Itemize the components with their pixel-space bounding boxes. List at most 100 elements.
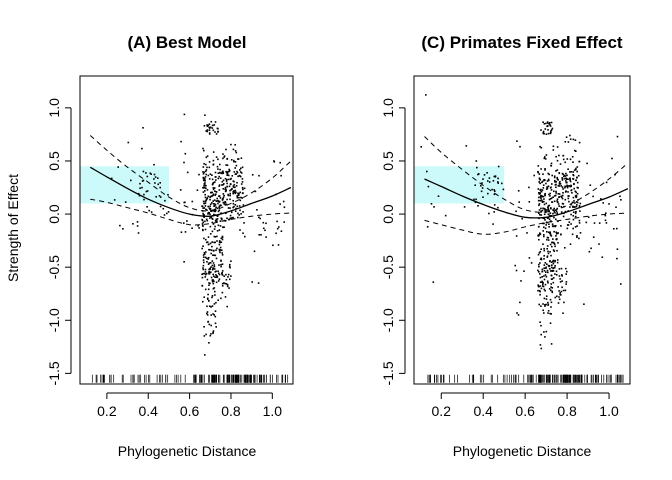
- panel-c-point: [476, 166, 478, 169]
- panel-a-point: [201, 223, 204, 225]
- panel-c-point: [549, 251, 551, 253]
- panel-c-point: [613, 228, 615, 230]
- panel-c-point: [541, 285, 544, 287]
- panel-a-point: [283, 221, 285, 223]
- panel-a-point: [221, 184, 223, 186]
- panel-a-point: [213, 275, 215, 278]
- panel-a-point: [204, 354, 206, 356]
- panel-c-point: [427, 185, 430, 188]
- panel-a-point: [212, 287, 215, 290]
- panel-c-point: [547, 271, 549, 274]
- panel-a-point: [259, 217, 261, 220]
- panel-a-point: [223, 155, 226, 157]
- panel-a-point: [211, 268, 214, 271]
- panel-c-point: [538, 204, 540, 207]
- panel-c-point: [545, 133, 548, 135]
- panel-a-point: [235, 173, 237, 175]
- panel-a-point: [234, 167, 236, 169]
- panel-a-point: [217, 270, 219, 272]
- panel-c-point: [601, 256, 604, 258]
- panel-c-upper-ci-line: [424, 136, 629, 213]
- panel-a-x-tick-label: 0.2: [97, 403, 117, 419]
- panel-c-point: [542, 121, 544, 123]
- panel-c-point: [553, 195, 556, 197]
- panel-c-point: [550, 283, 552, 285]
- panel-c-point: [551, 241, 553, 244]
- panel-c-point: [555, 270, 558, 273]
- panel-c-point: [437, 195, 440, 197]
- panel-c-point: [521, 217, 523, 220]
- panel-a-point: [212, 262, 215, 264]
- panel-a-point: [279, 203, 281, 205]
- panel-c-point: [570, 213, 572, 216]
- panel-c-point: [515, 235, 518, 237]
- panel-c-fit-line: [424, 178, 629, 219]
- panel-c-point: [545, 224, 547, 226]
- panel-a-point: [204, 288, 207, 291]
- panel-a-point: [209, 225, 212, 228]
- panel-a-point: [225, 212, 227, 215]
- panel-c-point: [574, 149, 576, 152]
- panel-c-point: [493, 211, 495, 213]
- panel-c-point: [583, 303, 585, 305]
- panel-c-point: [573, 169, 576, 171]
- panel-a-point: [230, 260, 232, 262]
- panel-a-point: [206, 125, 209, 128]
- panel-a-point: [219, 168, 221, 171]
- panel-a-point: [223, 203, 225, 205]
- panel-a-point: [218, 229, 221, 231]
- panel-c-point: [569, 171, 571, 173]
- panel-a-point: [251, 174, 254, 176]
- panel-a-point: [227, 207, 230, 209]
- panel-a-point: [203, 186, 206, 189]
- panel-c-point: [574, 139, 577, 141]
- panel-c-point: [539, 199, 542, 202]
- panel-c-point: [520, 280, 522, 282]
- panel-c-point: [548, 193, 550, 196]
- panel-a-point: [227, 276, 229, 278]
- panel-c-point: [552, 212, 554, 215]
- panel-a-point: [235, 164, 238, 167]
- panel-c-point: [550, 289, 552, 292]
- panel-a-point: [236, 205, 239, 208]
- panel-a-point: [258, 174, 260, 177]
- panel-c-point: [539, 196, 542, 198]
- panel-c-point: [589, 184, 592, 186]
- panel-c-point: [570, 171, 573, 173]
- panel-a-point: [159, 186, 161, 189]
- panel-a-point: [218, 175, 220, 178]
- panel-c-point: [546, 238, 548, 241]
- panel-a-point: [209, 198, 211, 201]
- panel-a-point: [167, 211, 170, 213]
- panel-c-point: [569, 134, 571, 137]
- panel-c-point: [540, 248, 542, 250]
- panel-a-point: [234, 186, 236, 189]
- panel-a-point: [210, 216, 212, 218]
- panel-c-point: [571, 192, 573, 194]
- panel-a-point: [214, 310, 217, 312]
- panel-c-point: [547, 301, 549, 304]
- panel-a-point: [202, 147, 204, 150]
- panel-c-point: [539, 293, 541, 296]
- panel-a-point: [212, 273, 214, 276]
- panel-a-point: [213, 303, 216, 305]
- panel-c-point: [555, 186, 557, 189]
- panel-c-point: [543, 269, 546, 272]
- panel-a-point: [213, 249, 215, 252]
- panel-a-point: [239, 191, 241, 194]
- panel-a-point: [132, 223, 134, 225]
- panel-a-point: [226, 185, 229, 188]
- panel-c-point: [547, 208, 550, 210]
- panel-c-point: [554, 181, 556, 183]
- panel-a-point: [225, 148, 227, 151]
- panel-a-point: [221, 236, 224, 239]
- panel-c-point: [568, 185, 571, 187]
- panel-a-point: [202, 191, 205, 193]
- panel-c-point: [540, 214, 543, 216]
- panel-a-point: [204, 202, 207, 204]
- panel-a-point: [237, 216, 239, 219]
- panel-a-point: [211, 296, 213, 299]
- panel-a-point: [220, 241, 223, 243]
- panel-c-point: [541, 200, 544, 202]
- panel-a-point: [214, 131, 216, 133]
